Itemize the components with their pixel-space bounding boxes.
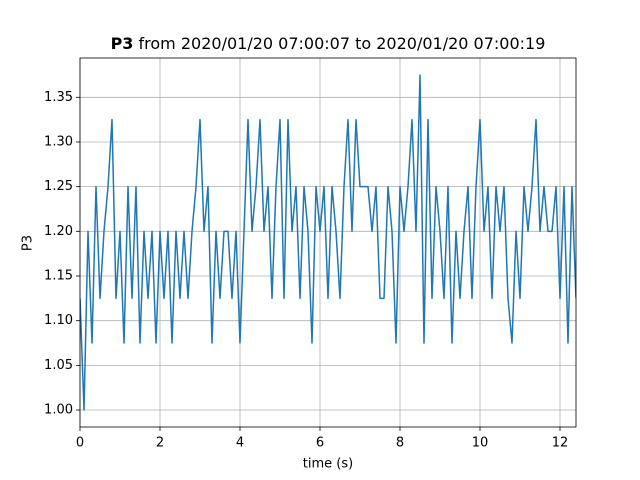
title-text: from 2020/01/20 07:00:07 to 2020/01/20 0…: [139, 34, 546, 53]
x-tick-label: 12: [552, 436, 569, 451]
y-tick-label: 1.05: [44, 358, 73, 373]
y-tick-label: 1.00: [44, 403, 73, 418]
title-bold: P3: [111, 34, 134, 53]
x-axis-label: time (s): [303, 457, 353, 472]
x-tick-label: 2: [156, 436, 164, 451]
y-axis-label: P3: [21, 235, 36, 251]
data-line: [80, 74, 576, 411]
y-tick-label: 1.10: [44, 313, 73, 328]
chart-title: P3 from 2020/01/20 07:00:07 to 2020/01/2…: [111, 34, 546, 53]
y-tick-label: 1.30: [44, 134, 73, 149]
x-tick-label: 4: [236, 436, 244, 451]
x-tick-label: 8: [396, 436, 404, 451]
x-tick-label: 0: [76, 436, 84, 451]
y-tick-label: 1.20: [44, 224, 73, 239]
x-tick-label: 6: [316, 436, 324, 451]
plot-frame: [79, 57, 577, 428]
y-tick-label: 1.15: [44, 269, 73, 284]
x-tick-label: 10: [472, 436, 489, 451]
y-tick-label: 1.35: [44, 90, 73, 105]
y-tick-label: 1.25: [44, 179, 73, 194]
